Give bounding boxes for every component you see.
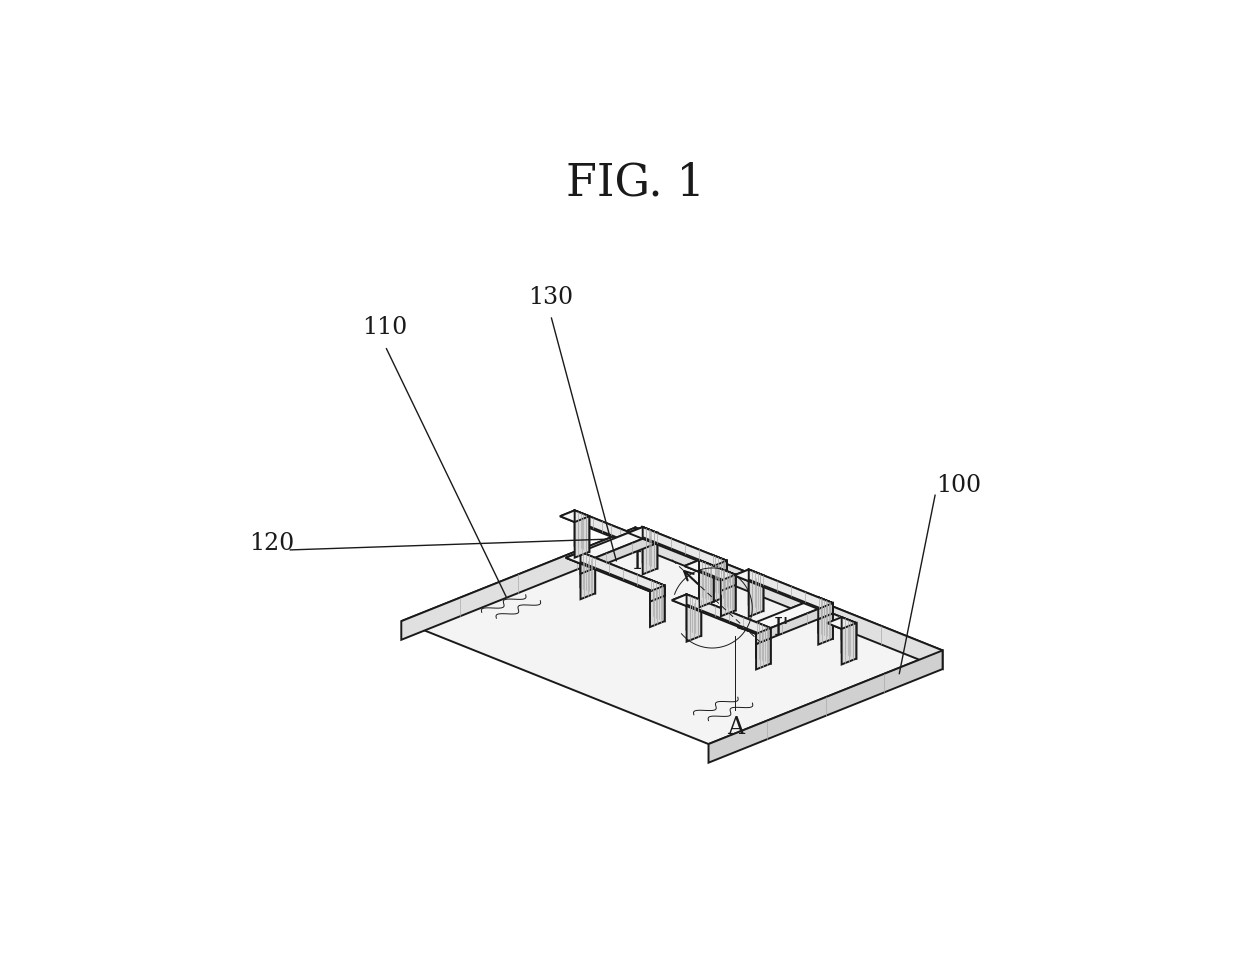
Polygon shape [401,528,636,640]
Polygon shape [804,597,833,609]
Polygon shape [841,623,856,665]
Polygon shape [756,622,771,664]
Polygon shape [748,569,833,613]
Polygon shape [643,527,658,568]
Polygon shape [712,560,727,603]
Polygon shape [581,558,595,599]
Text: 110: 110 [363,316,408,339]
Polygon shape [721,575,736,591]
Polygon shape [699,566,714,607]
Text: FIG. 1: FIG. 1 [566,161,705,204]
Polygon shape [826,617,856,628]
Polygon shape [698,555,727,566]
Text: 100: 100 [935,474,981,497]
Polygon shape [684,560,714,572]
Polygon shape [790,603,856,628]
Polygon shape [756,628,771,670]
Text: A: A [727,717,743,740]
Polygon shape [706,569,736,581]
Polygon shape [735,569,763,582]
Polygon shape [628,527,727,566]
Text: 130: 130 [528,285,574,308]
Polygon shape [650,585,664,602]
Polygon shape [566,552,595,563]
Polygon shape [721,569,736,610]
Polygon shape [818,597,833,613]
Polygon shape [741,622,771,634]
Polygon shape [581,552,664,596]
Polygon shape [699,560,714,602]
Polygon shape [686,594,701,636]
Polygon shape [636,580,664,591]
Polygon shape [566,527,658,563]
Polygon shape [756,628,771,644]
Polygon shape [805,603,856,633]
Polygon shape [581,533,658,574]
Polygon shape [615,533,629,548]
Polygon shape [818,604,833,645]
Polygon shape [575,516,590,558]
Polygon shape [566,552,664,591]
Polygon shape [741,597,833,634]
Polygon shape [756,604,833,644]
Polygon shape [712,560,727,577]
Polygon shape [686,594,771,638]
Polygon shape [643,527,727,571]
Polygon shape [672,594,771,634]
Polygon shape [721,575,736,616]
Polygon shape [401,528,943,744]
Polygon shape [684,560,736,581]
Polygon shape [575,511,590,552]
Polygon shape [636,528,943,669]
Polygon shape [712,555,727,596]
Polygon shape [643,527,658,543]
Polygon shape [686,601,701,642]
Polygon shape [560,511,629,538]
Polygon shape [841,623,856,639]
Polygon shape [643,533,658,575]
Text: 120: 120 [249,532,295,555]
Polygon shape [581,552,595,593]
Polygon shape [575,511,629,542]
Polygon shape [672,594,701,606]
Polygon shape [560,511,590,522]
Polygon shape [650,580,664,621]
Text: I: I [633,551,642,574]
Polygon shape [735,569,833,609]
Polygon shape [841,617,856,658]
Polygon shape [748,569,763,611]
Text: I': I' [773,618,789,641]
Polygon shape [709,650,943,763]
Polygon shape [699,560,736,585]
Polygon shape [628,527,658,538]
Polygon shape [818,597,833,639]
Polygon shape [818,604,833,619]
Polygon shape [650,585,664,627]
Polygon shape [748,576,763,617]
